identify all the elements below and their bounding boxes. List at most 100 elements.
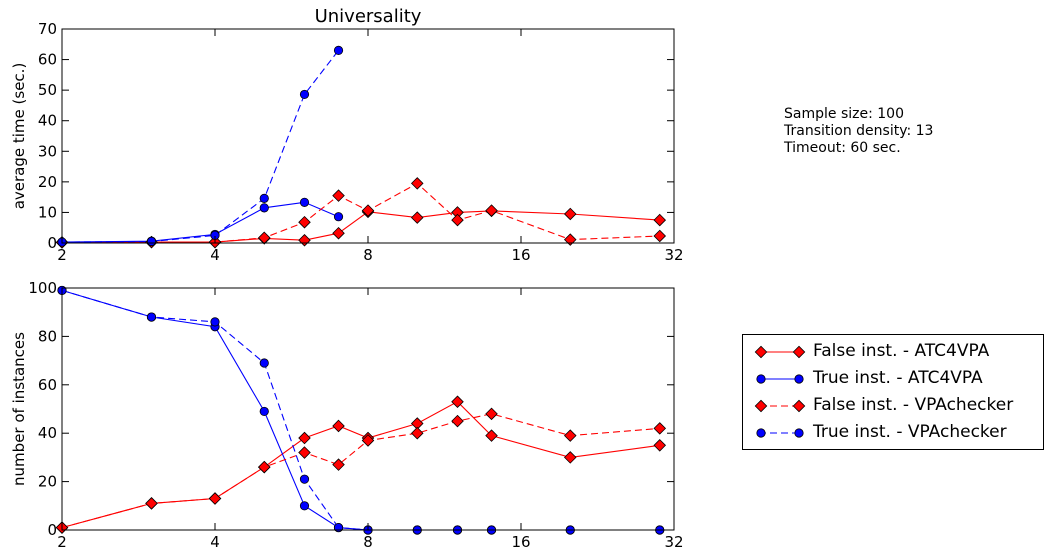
top-y-tick-label: 60 [38, 51, 57, 69]
top-series-line-true_vpa [61, 50, 339, 243]
legend-swatch-true-atc4vpa [756, 374, 804, 384]
top-point-true_atc [259, 203, 269, 213]
bottom-point-false_atc [451, 395, 464, 409]
bottom-y-tick-label: 100 [28, 279, 57, 297]
top-plot: 2 4 8 16 32 0 10 20 30 40 50 60 70 Universality averag… [10, 6, 684, 264]
bottom-point-false_vpa [208, 492, 222, 505]
sample-info: Sample size: 100 Transition density: 13 … [784, 106, 933, 157]
top-point-false_atc [410, 211, 424, 224]
bottom-point-true_vpa [146, 312, 157, 322]
top-point-false_vpa [563, 233, 577, 246]
legend-swatch-false-vpachecker [754, 399, 806, 413]
top-y-tick-label: 20 [38, 173, 57, 191]
legend-label: True inst. - VPAchecker [813, 422, 1007, 442]
legend-label: True inst. - ATC4VPA [813, 368, 983, 388]
top-x-tick-label: 2 [57, 246, 67, 264]
top-point-false_vpa [451, 213, 464, 227]
top-point-true_atc [299, 197, 310, 207]
top-x-tick-label: 8 [363, 246, 373, 264]
top-x-tick-label: 16 [511, 246, 530, 264]
bottom-y-tick-label: 40 [38, 424, 57, 442]
bottom-point-false_vpa [298, 446, 311, 459]
bottom-y-axis-label: number of instances [10, 332, 28, 486]
bottom-point-false_vpa [563, 429, 577, 442]
top-point-true_vpa [259, 193, 269, 203]
bottom-series-line-true_atc [61, 289, 660, 531]
top-y-tick-label: 10 [38, 203, 57, 221]
legend-item-true-atc4vpa: True inst. - ATC4VPA [743, 366, 1043, 392]
legend-item-true-vpachecker: True inst. - VPAchecker [743, 420, 1043, 446]
top-point-true_vpa [299, 89, 310, 100]
top-x-tick-label: 32 [664, 246, 683, 264]
bottom-point-false_vpa [145, 497, 158, 510]
top-y-tick-label: 70 [38, 20, 57, 38]
bottom-y-tick-label: 20 [38, 473, 57, 491]
legend-swatch-true-vpachecker [756, 428, 804, 438]
legend: False inst. - ATC4VPA True inst. - ATC4V… [742, 334, 1044, 450]
bottom-point-true_atc [259, 406, 269, 417]
legend-marker-false_vpa [792, 399, 806, 413]
bottom-axes-frame [61, 287, 675, 531]
bottom-x-tick-label: 4 [210, 533, 220, 548]
bottom-point-false_atc [298, 431, 311, 445]
top-point-false_atc [653, 213, 667, 227]
sample-size-text: Sample size: 100 [784, 106, 904, 122]
bottom-x-tick-label: 16 [511, 533, 530, 548]
bottom-point-false_atc [563, 451, 577, 464]
bottom-y-tick-label: 0 [47, 521, 57, 539]
bottom-point-true_atc [299, 501, 310, 511]
transition-density-text: Transition density: 13 [784, 123, 934, 139]
top-point-false_atc [298, 233, 311, 247]
bottom-y-tick-label: 60 [38, 376, 57, 394]
bottom-plot: 2481632020406080100automata size (log sc… [10, 279, 684, 548]
legend-marker-true_vpa [756, 428, 766, 438]
top-series-line-true_atc [61, 201, 339, 243]
bottom-series-line-true_vpa [61, 289, 660, 531]
bottom-point-true_vpa [299, 474, 310, 484]
bottom-point-false_atc [332, 419, 345, 433]
top-point-false_vpa [298, 215, 311, 229]
bottom-x-tick-label: 32 [664, 533, 683, 548]
top-chart-title: Universality [315, 6, 422, 27]
bottom-point-true_vpa [259, 358, 269, 368]
bottom-point-false_vpa [485, 407, 498, 421]
top-point-true_atc [333, 212, 344, 222]
legend-label: False inst. - VPAchecker [813, 395, 1014, 415]
legend-swatch-false-atc4vpa [754, 345, 806, 359]
legend-item-false-vpachecker: False inst. - VPAchecker [743, 393, 1043, 419]
bottom-point-false_vpa [332, 458, 345, 471]
top-point-false_atc [332, 226, 345, 240]
legend-label: False inst. - ATC4VPA [813, 341, 990, 361]
bottom-point-false_vpa [257, 460, 271, 474]
top-point-false_vpa [257, 231, 271, 245]
legend-marker-false_atc [754, 345, 768, 359]
bottom-x-tick-label: 2 [57, 533, 67, 548]
bottom-series-line-false_vpa [61, 413, 660, 529]
legend-marker-true_vpa [794, 428, 804, 438]
top-y-tick-label: 0 [47, 234, 57, 252]
top-x-tick-label: 4 [210, 246, 220, 264]
top-point-true_vpa [146, 236, 157, 247]
bottom-x-tick-label: 8 [363, 533, 373, 548]
bottom-point-false_vpa [451, 414, 464, 428]
legend-marker-false_vpa [754, 399, 768, 413]
legend-item-false-atc4vpa: False inst. - ATC4VPA [743, 339, 1043, 365]
bottom-point-true_vpa [333, 522, 344, 533]
top-y-axis-label: average time (sec.) [10, 63, 28, 210]
top-y-tick-label: 40 [38, 112, 57, 130]
top-series-line-false_atc [61, 210, 660, 243]
timeout-text: Timeout: 60 sec. [784, 140, 901, 156]
top-y-tick-label: 30 [38, 142, 57, 160]
top-point-false_vpa [653, 229, 667, 243]
bottom-y-tick-label: 80 [38, 327, 57, 345]
legend-marker-true_atc [794, 374, 804, 384]
legend-marker-true_atc [756, 374, 766, 384]
top-point-true_vpa [333, 45, 344, 56]
bottom-point-false_vpa [361, 434, 375, 447]
bottom-point-true_vpa [210, 317, 220, 327]
top-point-false_vpa [332, 189, 345, 202]
top-point-false_atc [563, 207, 577, 221]
bottom-point-false_atc [485, 429, 498, 442]
legend-marker-false_atc [792, 345, 806, 359]
